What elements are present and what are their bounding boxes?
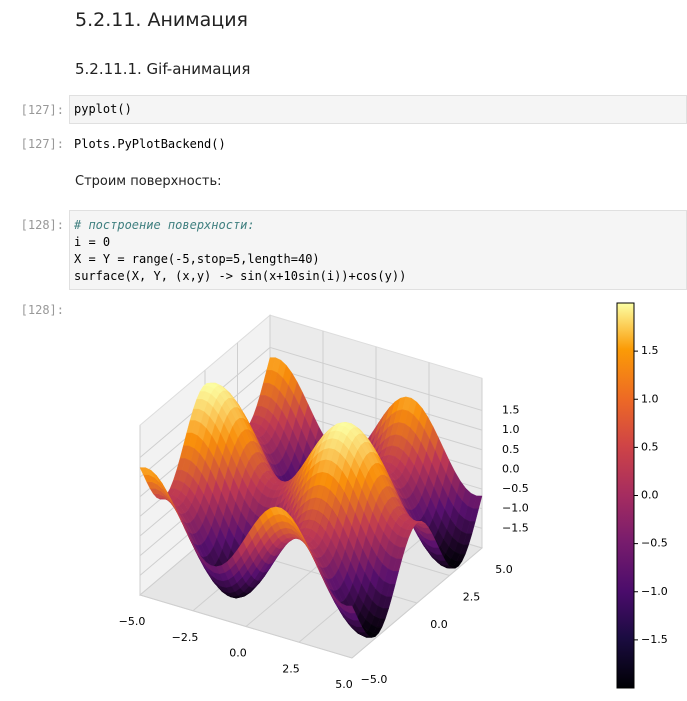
prompt: [127]:: [20, 103, 64, 117]
z-tick-label: 0.5: [502, 443, 520, 456]
markdown-text: Строим поверхность:: [75, 174, 222, 189]
code-cell[interactable]: [69, 210, 687, 290]
y-tick-label: −5.0: [361, 673, 388, 686]
z-tick-label: 1.5: [502, 403, 520, 416]
y-tick-label: 2.5: [463, 591, 481, 604]
colorbar-tick-label: 1.5: [641, 344, 659, 357]
x-tick-label: 0.0: [229, 647, 247, 660]
prompt: [127]:: [20, 137, 64, 151]
code-line: pyplot(): [74, 102, 132, 116]
colorbar-tick-label: 0.0: [641, 489, 659, 502]
z-tick-label: −0.5: [502, 482, 529, 495]
colorbar-tick-label: 1.0: [641, 392, 659, 405]
x-tick-label: 5.0: [335, 678, 353, 691]
grid-line: [139, 425, 353, 659]
x-tick-label: −2.5: [172, 631, 199, 644]
colorbar-tick-label: −1.0: [641, 585, 668, 598]
heading: 5.2.11. Анимация: [75, 9, 248, 31]
code-line: i = 0: [74, 235, 111, 249]
y-tick-label: 5.0: [495, 563, 513, 576]
x-tick-label: 2.5: [282, 662, 300, 675]
code-line: surface(X, Y, (x,y) -> sin(x+10sin(i))+c…: [74, 269, 407, 283]
z-tick-label: −1.0: [502, 502, 529, 515]
prompt: [128]:: [20, 218, 64, 232]
z-tick-label: 1.0: [502, 423, 520, 436]
subheading: 5.2.11.1. Gif-анимация: [75, 60, 251, 78]
colorbar: [616, 302, 635, 689]
output-text: Plots.PyPlotBackend(): [74, 137, 226, 151]
z-tick-label: 0.0: [502, 462, 520, 475]
colorbar-tick-label: 0.5: [641, 440, 659, 453]
colorbar-tick-label: −1.5: [641, 633, 668, 646]
code-line: X = Y = range(-5,stop=5,length=40): [74, 252, 320, 266]
prompt: [128]:: [20, 303, 64, 317]
code-cell[interactable]: [69, 95, 687, 124]
z-tick-label: −1.5: [502, 521, 529, 534]
code-comment: # построение поверхности:: [74, 218, 255, 232]
y-tick-label: 0.0: [430, 618, 448, 631]
surface-patch: [346, 605, 356, 614]
grid-line: [139, 346, 483, 458]
x-tick-label: −5.0: [119, 615, 146, 628]
colorbar-tick-label: −0.5: [641, 537, 668, 550]
